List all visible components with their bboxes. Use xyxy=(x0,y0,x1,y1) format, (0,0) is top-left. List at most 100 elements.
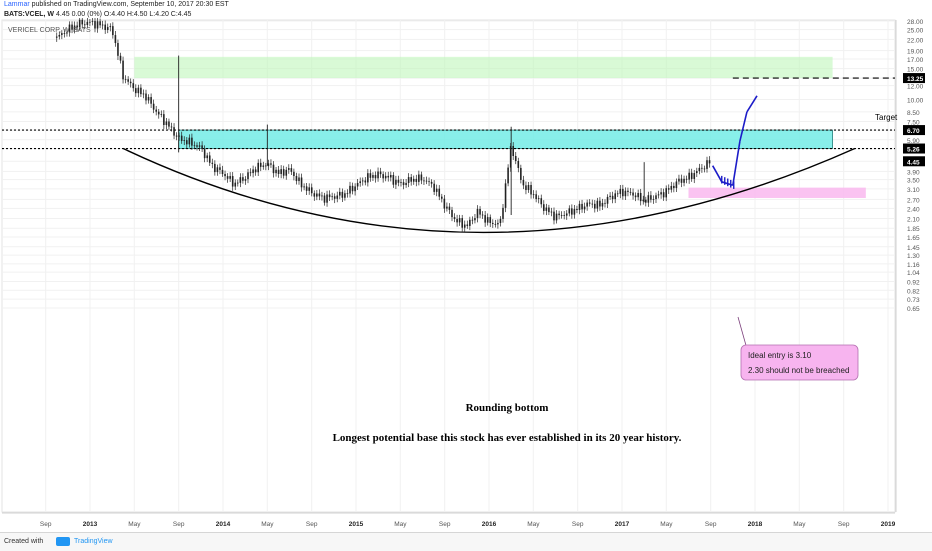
candle-body xyxy=(351,185,354,192)
y-tick-label: 1.16 xyxy=(907,262,920,269)
candle-body xyxy=(374,175,377,179)
y-tick-label: 3.50 xyxy=(907,178,920,185)
candle-body xyxy=(660,192,662,195)
candle-body xyxy=(175,135,178,137)
candle-body xyxy=(96,21,99,29)
candle-body xyxy=(137,87,140,94)
levels xyxy=(2,77,895,150)
candle-body xyxy=(667,188,670,190)
candle-body xyxy=(650,195,652,200)
candle-body xyxy=(420,174,423,181)
candle-body xyxy=(701,167,703,169)
candle-body xyxy=(415,178,418,182)
x-tick-label: 2017 xyxy=(615,521,630,528)
candle-body xyxy=(502,207,504,219)
candle-body xyxy=(109,26,112,28)
y-tick-label: 3.10 xyxy=(907,187,920,194)
time-axis[interactable]: Sep 2013 May Sep 2014 May Sep 2015 May Sep 2016 May… xyxy=(2,512,896,528)
candle-body xyxy=(178,135,180,137)
candle-body xyxy=(382,174,384,179)
candle-body xyxy=(117,43,119,56)
candle-body xyxy=(402,182,405,186)
candle-body xyxy=(336,195,339,199)
candle-body xyxy=(165,121,168,126)
x-tick-label: 2013 xyxy=(83,521,98,528)
candle-body xyxy=(239,177,242,183)
candle-body xyxy=(145,93,147,101)
y-tick-label: 7.50 xyxy=(907,119,920,126)
candle-body xyxy=(168,121,170,127)
candle-body xyxy=(61,33,63,35)
candle-body xyxy=(272,164,275,174)
candle-body xyxy=(553,211,555,221)
x-tick-label: Sep xyxy=(173,521,185,528)
x-tick-label: Sep xyxy=(40,521,52,528)
candle-body xyxy=(655,195,657,200)
target-label: Target xyxy=(875,113,898,122)
candle-body xyxy=(112,26,114,36)
candle-body xyxy=(293,171,295,177)
candle-body xyxy=(428,181,430,183)
callout-entry: Ideal entry is 3.10 xyxy=(748,351,812,360)
candle-body xyxy=(333,196,336,199)
candle-body xyxy=(395,179,397,185)
symbol-info: BATS:VCEL, W 4.45 0.00 (0%) O:4.40 H:4.5… xyxy=(4,11,191,18)
y-tick-label: 10.00 xyxy=(907,98,924,105)
candle-body xyxy=(683,178,685,183)
candle-body xyxy=(135,88,137,94)
x-tick-label: May xyxy=(261,521,274,528)
candle-body xyxy=(188,137,191,145)
callout-box xyxy=(740,344,859,381)
candle-body xyxy=(578,203,581,210)
footer-brand[interactable]: TradingView xyxy=(74,538,113,545)
candle-body xyxy=(405,182,407,186)
candle-body xyxy=(565,213,568,216)
candle-body xyxy=(214,163,216,173)
candle-body xyxy=(265,165,267,167)
candle-body xyxy=(71,24,73,30)
x-tick-label: Sep xyxy=(306,521,318,528)
candle-body xyxy=(219,167,221,170)
candle-body xyxy=(316,193,318,197)
candle-body xyxy=(639,192,642,202)
candle-body xyxy=(601,202,604,207)
candle-body xyxy=(127,79,129,82)
candle-body xyxy=(242,177,244,181)
candle-body xyxy=(78,19,81,28)
candle-body xyxy=(474,218,476,221)
candle-body xyxy=(288,168,290,170)
y-tick-label: 15.00 xyxy=(907,67,924,74)
candle-body xyxy=(527,184,530,191)
candle-body xyxy=(257,162,259,173)
candle-body xyxy=(497,222,499,225)
rounding-bottom-label: Rounding bottom xyxy=(466,402,549,414)
y-tick-label: 2.10 xyxy=(907,217,920,224)
candle-body xyxy=(438,188,441,197)
candle-body xyxy=(662,192,665,198)
candle-body xyxy=(229,176,231,179)
candle-body xyxy=(492,222,494,224)
candle-body xyxy=(652,199,655,200)
candle-body xyxy=(377,171,379,179)
y-tick-label: 17.00 xyxy=(907,57,924,64)
candle-body xyxy=(588,202,591,204)
candle-body xyxy=(300,177,303,188)
candle-body xyxy=(532,194,535,196)
publish-text: published on TradingView.com, September … xyxy=(31,1,229,8)
candle-body xyxy=(616,193,619,195)
candle-body xyxy=(596,200,599,209)
author-link[interactable]: Lammar xyxy=(4,1,30,8)
candle-body xyxy=(514,155,517,161)
candle-body xyxy=(63,33,66,34)
y-tick-label: 1.65 xyxy=(907,235,920,242)
candle-body xyxy=(476,208,479,219)
candle-body xyxy=(555,213,558,221)
candle-body xyxy=(673,185,675,189)
candle-body xyxy=(150,97,152,104)
candle-body xyxy=(221,169,224,175)
candle-body xyxy=(520,167,522,180)
candle-body xyxy=(344,193,346,198)
candle-body xyxy=(698,167,701,172)
